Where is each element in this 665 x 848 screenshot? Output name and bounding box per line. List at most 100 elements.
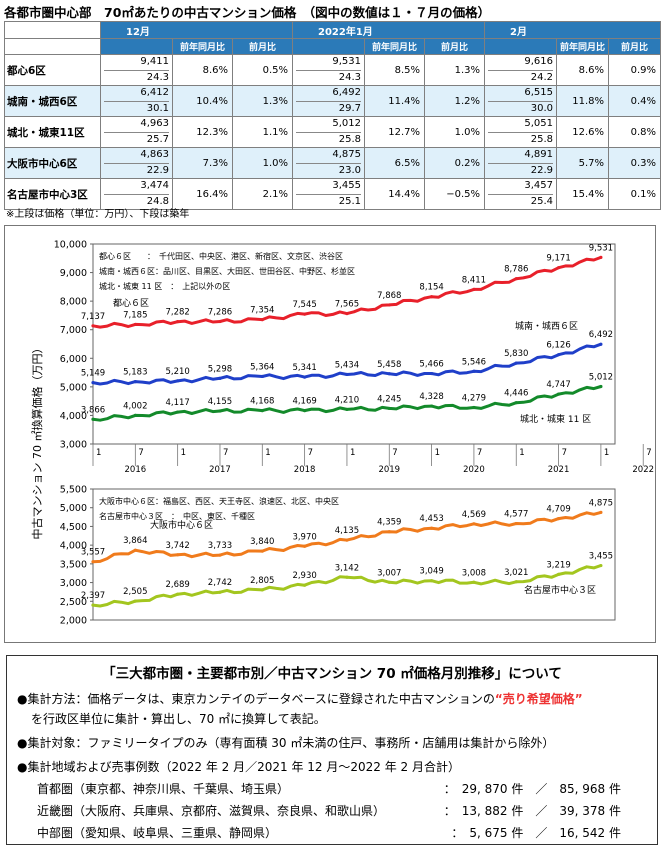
data-point [303,312,307,316]
data-point [260,549,264,553]
table-row: 大阪市中心6区 4,863 22.9 7.3% 1.0% 4,875 23.0 6.5% 0.2… [4,147,662,179]
age-value: 29.7 [338,103,362,114]
yoy-header: 前年同月比 [172,38,233,55]
corner-cell [4,21,101,39]
y-tick-label: 10,000 [54,240,87,251]
data-label: 4,569 [462,510,486,520]
data-label: 4,135 [335,526,359,536]
legend-note: 大阪市中心６区：福島区、西区、天王寺区、浪速区、北区、中央区 [99,496,339,506]
table-row: 城南・城西6区 6,412 30.1 10.4% 1.3% 6,492 29.7 11.4% 1… [4,85,662,117]
yoy-value: 11.4% [364,85,426,117]
data-point [176,379,180,383]
data-label: 5,466 [419,360,443,370]
data-label: 5,012 [589,373,613,383]
data-label: 4,168 [250,397,274,407]
price-value: 3,455 [296,179,362,195]
x-tick-label: 7 [477,448,482,458]
empty-subheader [484,38,558,55]
data-point [303,375,307,379]
series-name-label: 名古屋市中心３区 [524,584,596,596]
mom-value: 1.3% [424,54,486,86]
period-header: 2022年1月 [292,21,486,39]
data-point [303,544,307,548]
data-label: 4,359 [377,518,401,528]
yoy-value: 10.4% [172,85,233,117]
price-value: 6,515 [488,86,554,102]
price-value: 9,616 [488,55,554,71]
price-age-cell: 4,863 22.9 [100,147,173,179]
data-point [176,320,180,324]
y-tick-label: 3,500 [60,559,87,570]
data-label: 4,747 [546,380,570,390]
table-row: 都心6区 9,411 24.3 8.6% 0.5% 9,531 24.3 8.5% 1.3% 9,… [4,54,662,86]
price-value: 4,891 [488,148,554,164]
data-point [91,417,95,421]
data-point [345,575,349,579]
price-value: 5,012 [296,117,362,133]
data-point [260,409,264,413]
data-point [472,522,476,526]
page-title: 各都市圏中心部 70㎡あたりの中古マンション価格 （図中の数値は１・７月の価格） [4,5,491,20]
age-value: 25.4 [530,196,554,207]
data-label: 7,282 [165,308,189,318]
data-point [345,372,349,377]
corner-cell [4,38,101,55]
area-name: 名古屋市中心3区 [4,178,101,210]
mom-value: 1.3% [231,85,294,117]
data-point [556,266,561,270]
data-point [514,521,518,526]
data-label: 7,545 [292,300,316,310]
y-tick-label: 5,000 [60,382,87,393]
price-value: 6,412 [104,86,169,102]
data-point [260,588,264,592]
data-label: 6,492 [589,330,613,340]
data-label: 5,546 [462,357,486,367]
data-point [218,319,222,324]
data-point [218,409,222,413]
data-point [514,277,518,281]
data-point [429,295,434,299]
method-line: ●集計方法：価格データは、東京カンテイのデータベースに登録された中古マンションの… [17,690,583,707]
data-label: 4,446 [504,389,528,399]
plot-frame [92,243,616,445]
mom-header: 前月比 [608,38,662,55]
data-label: 2,930 [292,571,316,581]
data-point [556,572,561,576]
plot-frame [92,488,616,621]
data-point [260,374,264,379]
age-value: 24.3 [146,72,169,83]
price-age-cell: 9,616 24.2 [484,54,558,86]
mom-header: 前月比 [424,38,486,55]
price-value: 6,492 [296,86,362,102]
data-label: 3,970 [292,532,316,542]
data-point [387,372,391,376]
yoy-header: 前年同月比 [364,38,426,55]
mom-value: 1.0% [231,147,294,179]
data-point [556,517,561,521]
data-label: 3,049 [419,567,443,577]
y-tick-label: 4,000 [60,541,87,552]
data-label: 5,434 [335,360,359,370]
y-tick-label: 4,500 [60,522,87,533]
data-label: 3,840 [250,537,274,547]
data-point [387,580,391,584]
data-label: 4,169 [292,397,316,407]
method-prefix: ●集計方法：価格データは、東京カンテイのデータベースに登録された中古マンションの [17,692,495,706]
year-label: 2020 [463,465,485,475]
data-point [133,380,137,384]
mom-header: 前月比 [231,38,294,55]
data-label: 5,830 [504,349,528,359]
data-point [176,410,180,414]
year-label: 2019 [378,465,400,475]
data-point [91,603,95,607]
y-tick-label: 7,000 [60,325,87,336]
data-label: 3,557 [81,548,105,558]
x-tick-label: 7 [308,448,313,458]
data-point [133,322,137,327]
data-label: 5,183 [123,368,147,378]
year-label: 2018 [294,465,316,475]
data-label: 7,185 [123,310,147,320]
y-tick-label: 6,000 [60,354,87,365]
region-values: ： 13, 882 件 ／ 39, 378 件 [443,804,621,818]
age-value: 22.9 [146,165,169,176]
